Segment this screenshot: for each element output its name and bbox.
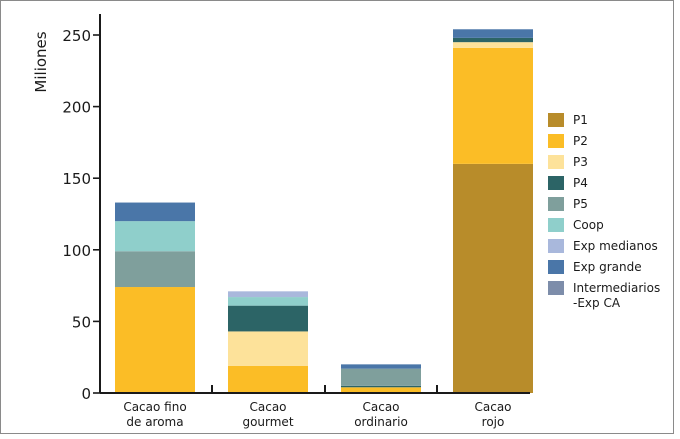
bar-segment-3-p4 (341, 385, 421, 388)
bar-segment-3-exp-grande (341, 364, 421, 369)
legend-swatch-p1 (548, 113, 564, 127)
x-tick-label: Cacao gourmet (242, 400, 293, 429)
bar-segment-1-p5 (115, 251, 195, 288)
y-tick-label: 50 (72, 313, 91, 331)
bar-segment-1-p2 (115, 287, 195, 393)
legend-swatch-p2 (548, 134, 564, 148)
bar-segment-1-exp-grande (115, 202, 195, 222)
x-tick-label: Cacao fino de aroma (123, 400, 186, 429)
legend-swatch-p5 (548, 197, 564, 211)
bar-segment-3-p2 (341, 387, 421, 393)
x-tick-label: Cacao rojo (474, 400, 511, 429)
legend-label: Exp grande (573, 260, 642, 274)
bar-segment-2-exp-medianos (228, 291, 308, 298)
legend-label: P4 (573, 176, 588, 190)
bar-segment-3-p5 (341, 368, 421, 386)
bar-segment-2-p2 (228, 365, 308, 393)
y-tick-label: 150 (62, 170, 91, 188)
x-tick-label: Cacao ordinario (354, 400, 408, 429)
legend-label: P5 (573, 197, 588, 211)
legend-swatch-p3 (548, 155, 564, 169)
legend-label: P3 (573, 155, 588, 169)
y-tick-label: 200 (62, 99, 91, 117)
legend-label: Coop (573, 218, 604, 232)
chart-frame (0, 0, 674, 434)
legend-swatch-coop (548, 218, 564, 232)
bar-segment-4-exp-grande (453, 29, 533, 38)
y-tick-label: 250 (62, 27, 91, 45)
legend-label: Intermediarios -Exp CA (573, 281, 660, 310)
y-axis-label: Miliones (32, 31, 50, 92)
bar-segment-4-p2 (453, 47, 533, 164)
legend-swatch-exp-medianos (548, 239, 564, 253)
legend-label: Exp medianos (573, 239, 658, 253)
legend-swatch-intermediarios-exp-ca (548, 281, 564, 295)
legend-label: P2 (573, 134, 588, 148)
legend-swatch-exp-grande (548, 260, 564, 274)
bar-segment-2-p3 (228, 331, 308, 366)
axes-layer: 0 50 100 150 200 250 Cacao fino de aroma Cacao go… (62, 14, 530, 429)
y-tick-label: 0 (81, 385, 91, 403)
bar-segment-2-p4 (228, 305, 308, 332)
bar-segment-4-p1 (453, 163, 533, 393)
legend-swatch-p4 (548, 176, 564, 190)
legend: P1 P2 P3 P4 P5 Coop Exp medianos Exp grande Inte… (548, 113, 660, 310)
bars-layer (115, 29, 533, 393)
bar-segment-4-p3 (453, 42, 533, 48)
legend-label: P1 (573, 113, 588, 127)
y-tick-label: 100 (62, 242, 91, 260)
bar-segment-1-coop (115, 221, 195, 252)
bar-segment-2-coop (228, 297, 308, 306)
bar-segment-4-p4 (453, 37, 533, 43)
